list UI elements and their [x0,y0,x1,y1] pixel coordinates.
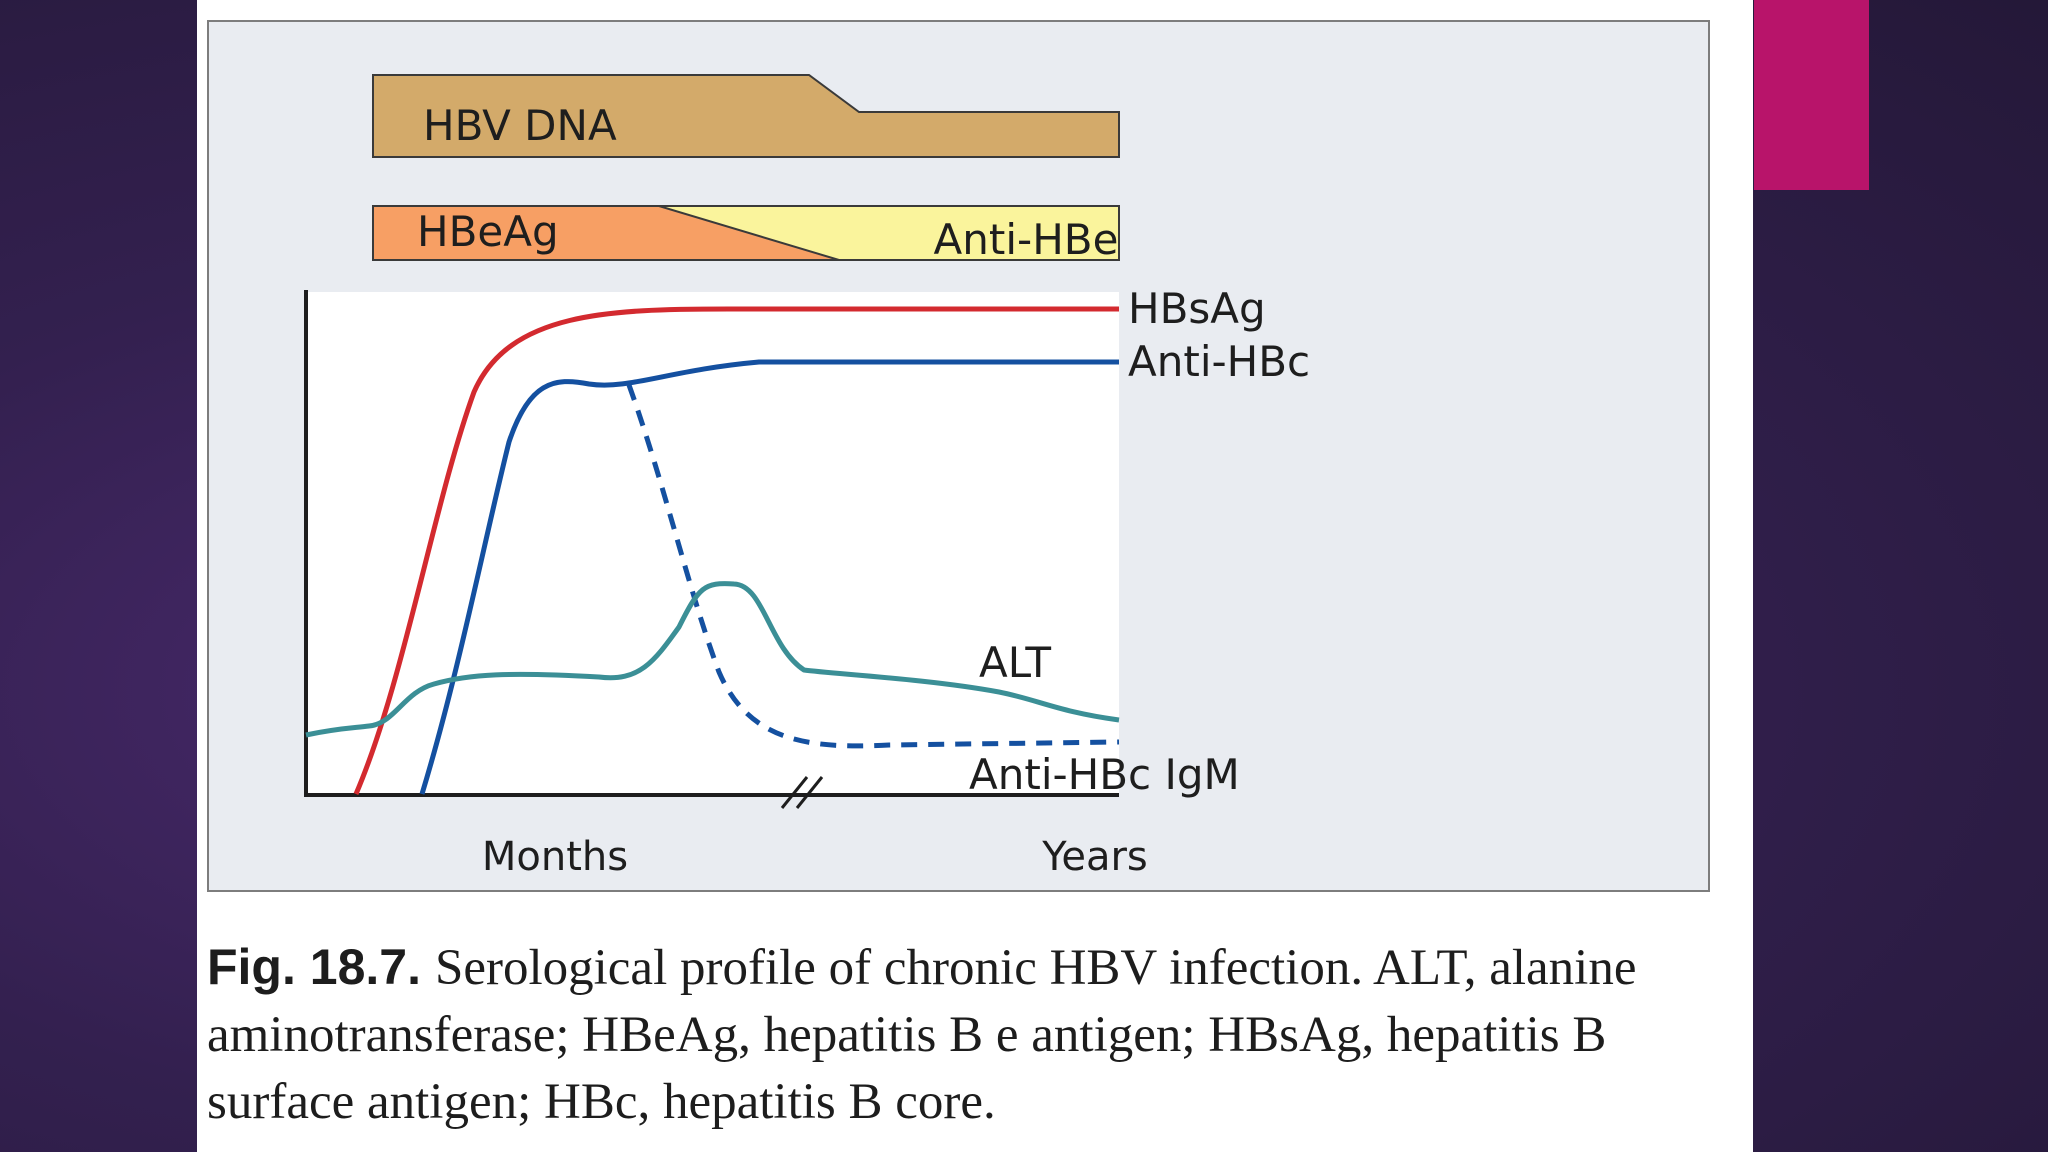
hbeag-bar [372,205,840,261]
alt-label: ALT [979,638,1051,687]
anti-hbc-igm-label: Anti-HBc IgM [969,750,1240,799]
years-label: Years [1041,834,1148,880]
hbv-dna-label: HBV DNA [423,101,617,150]
figure-caption: Fig. 18.7. Serological profile of chronic… [207,934,1727,1136]
hbsag-label: HBsAg [1128,284,1266,333]
hbsag-curve [353,306,1119,795]
anti-hbc-curve [419,359,1119,795]
figure-panel: HBV DNA HBeAg Anti-HBe HBsAg [207,20,1710,892]
anti-hbc-label: Anti-HBc [1128,337,1310,386]
anti-hbe-label: Anti-HBe [934,215,1119,264]
plot-area [306,292,1119,797]
months-label: Months [482,834,628,880]
figure-number: Fig. 18.7. [207,939,421,995]
axis-break-mark [780,776,824,809]
slide-card: HBV DNA HBeAg Anti-HBe HBsAg [197,0,1753,1152]
caption-text: Serological profile of chronic HBV infec… [207,940,1637,1130]
accent-block [1754,0,1869,190]
hbeag-label: HBeAg [417,207,559,256]
anti-hbc-igm-curve [626,384,1120,749]
hbv-dna-bar [372,74,1120,158]
serology-diagram: HBV DNA HBeAg Anti-HBe HBsAg [304,74,1310,880]
alt-curve [305,581,1120,738]
